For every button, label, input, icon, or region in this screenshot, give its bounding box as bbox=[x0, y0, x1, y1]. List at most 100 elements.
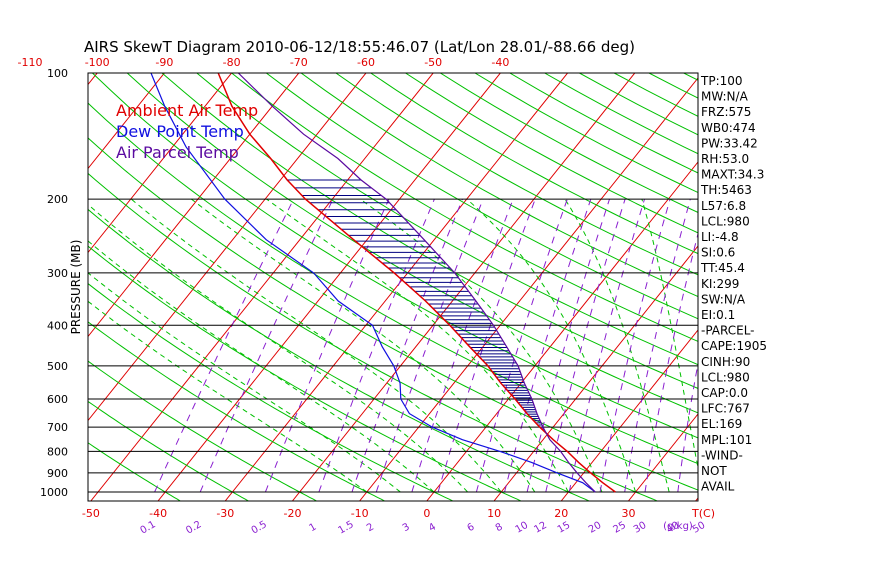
ambient-air-temp-line bbox=[217, 73, 616, 493]
top-temp-tick-label: -100 bbox=[85, 56, 110, 69]
mixing-ratio-tick-label: 20 bbox=[587, 520, 604, 536]
stability-index-label: -PARCEL- bbox=[701, 324, 755, 338]
mixing-ratio-line bbox=[351, 198, 463, 493]
stability-index-label: SI:0.6 bbox=[701, 246, 735, 260]
dry-adiabat-line bbox=[850, 54, 870, 501]
mixing-ratio-line bbox=[154, 198, 295, 493]
stability-index-label: AVAIL bbox=[701, 480, 735, 494]
pressure-tick-label: 900 bbox=[47, 467, 68, 480]
legend: Ambient Air Temp Dew Point Temp Air Parcel… bbox=[116, 101, 258, 162]
dry-adiabat-line bbox=[782, 54, 870, 501]
dry-adiabat-line bbox=[335, 73, 698, 276]
dew-point-temp-line bbox=[150, 73, 596, 493]
stability-index-label: TT:45.4 bbox=[700, 261, 745, 275]
isotherm-line bbox=[88, 73, 233, 254]
dry-adiabat-line bbox=[88, 321, 385, 501]
cape-hatch-layer bbox=[287, 179, 547, 434]
pressure-tick-label: 600 bbox=[47, 393, 68, 406]
mixing-ratio-tick-label: 6 bbox=[465, 521, 476, 534]
isotherm-line bbox=[157, 73, 502, 501]
moist-adiabat-line bbox=[564, 198, 670, 493]
pressure-tick-label: 1000 bbox=[40, 486, 68, 499]
stability-index-label: MAXT:34.3 bbox=[701, 168, 764, 182]
mixing-ratio-tick-label: 15 bbox=[556, 520, 573, 536]
stability-index-label: MPL:101 bbox=[701, 433, 752, 447]
stability-index-label: WB0:474 bbox=[701, 121, 756, 135]
dry-adiabat-line bbox=[88, 360, 317, 501]
stability-index-label: KI:299 bbox=[701, 277, 739, 291]
stability-index-label: LI:-4.8 bbox=[701, 230, 739, 244]
mixing-ratio-tick-label: 50 bbox=[691, 520, 708, 536]
mixing-ratio-tick-label: 3 bbox=[401, 521, 412, 534]
isotherm-line bbox=[0, 54, 45, 501]
stability-index-label: SW:N/A bbox=[701, 292, 746, 306]
chart-title: AIRS SkewT Diagram 2010-06-12/18:55:46.0… bbox=[84, 38, 635, 56]
x-axis-unit-label: T(C) bbox=[691, 507, 715, 520]
legend-entry: Dew Point Temp bbox=[116, 122, 244, 141]
pressure-tick-label: 500 bbox=[47, 360, 68, 373]
mixing-ratio-line bbox=[318, 198, 435, 493]
isotherm-line bbox=[763, 54, 870, 501]
bottom-temp-tick-label: 10 bbox=[487, 507, 501, 520]
dry-adiabat-line bbox=[265, 73, 698, 320]
moist-adiabat-line bbox=[466, 198, 637, 493]
mixing-ratio-tick-label: 30 bbox=[632, 520, 649, 536]
stability-index-label: TP:100 bbox=[700, 74, 743, 88]
dry-adiabat-line bbox=[88, 245, 522, 501]
isotherm-line bbox=[359, 77, 698, 501]
stability-index-label: CAP:0.0 bbox=[701, 386, 748, 400]
mixing-ratio-tick-label: 4 bbox=[427, 521, 438, 534]
isotherm-line bbox=[830, 54, 870, 501]
top-temp-tick-label: -70 bbox=[290, 56, 308, 69]
dry-adiabat-line bbox=[88, 137, 698, 491]
dry-adiabat-line bbox=[91, 73, 698, 439]
mixing-ratio-line bbox=[437, 198, 536, 493]
dry-adiabat-line bbox=[682, 73, 698, 81]
bottom-temp-tick-label: -30 bbox=[216, 507, 234, 520]
moist-adiabat-line bbox=[191, 198, 536, 493]
stability-index-label: PW:33.42 bbox=[701, 136, 758, 150]
air-parcel-temp-line bbox=[237, 73, 596, 493]
pressure-tick-label: 300 bbox=[47, 267, 68, 280]
isotherm-line bbox=[88, 73, 367, 422]
stability-index-label: LCL:980 bbox=[701, 214, 750, 228]
profiles-layer bbox=[150, 73, 616, 493]
dry-adiabat-line bbox=[369, 73, 698, 255]
dry-adiabat-line bbox=[230, 73, 698, 342]
top-temp-tick-label: -40 bbox=[491, 56, 509, 69]
mixing-ratio-tick-label: 1 bbox=[307, 521, 318, 534]
mixing-ratio-line bbox=[264, 198, 390, 493]
moist-adiabat-line bbox=[88, 300, 368, 493]
stability-index-label: L57:6.8 bbox=[701, 199, 746, 213]
grid-layer bbox=[0, 54, 870, 501]
stability-index-label: CAPE:1905 bbox=[701, 339, 767, 353]
stability-index-label: FRZ:575 bbox=[701, 105, 751, 119]
isotherm-line bbox=[493, 245, 698, 501]
mixing-ratio-line bbox=[199, 198, 334, 493]
legend-entry: Ambient Air Temp bbox=[116, 101, 258, 120]
stability-index-label: LFC:767 bbox=[701, 402, 750, 416]
isotherm-line bbox=[90, 73, 434, 501]
dry-adiabat-line bbox=[439, 73, 698, 214]
top-temp-tick-label: -110 bbox=[18, 56, 43, 69]
bottom-temp-tick-label: 30 bbox=[621, 507, 635, 520]
pressure-tick-label: 100 bbox=[47, 67, 68, 80]
isotherm-line bbox=[560, 329, 698, 501]
dry-adiabat-line bbox=[88, 282, 453, 501]
dry-adiabat-line bbox=[748, 54, 870, 501]
mixing-ratio-tick-label: 1.5 bbox=[337, 519, 356, 536]
isotherm-line bbox=[628, 413, 698, 501]
top-temp-tick-label: -50 bbox=[424, 56, 442, 69]
dry-adiabat-line bbox=[88, 208, 590, 501]
y-axis-label: PRESSURE (MB) bbox=[69, 240, 83, 335]
bottom-temp-tick-label: -40 bbox=[149, 507, 167, 520]
top-temp-tick-label: -90 bbox=[155, 56, 173, 69]
dry-adiabat-line bbox=[508, 73, 698, 174]
moist-adiabat-line bbox=[88, 240, 435, 493]
dry-adiabat-line bbox=[161, 73, 698, 389]
stability-index-label: NOT bbox=[701, 464, 727, 478]
mixing-ratio-tick-label: 0.5 bbox=[250, 519, 269, 536]
mixing-ratio-tick-label: 8 bbox=[494, 521, 505, 534]
